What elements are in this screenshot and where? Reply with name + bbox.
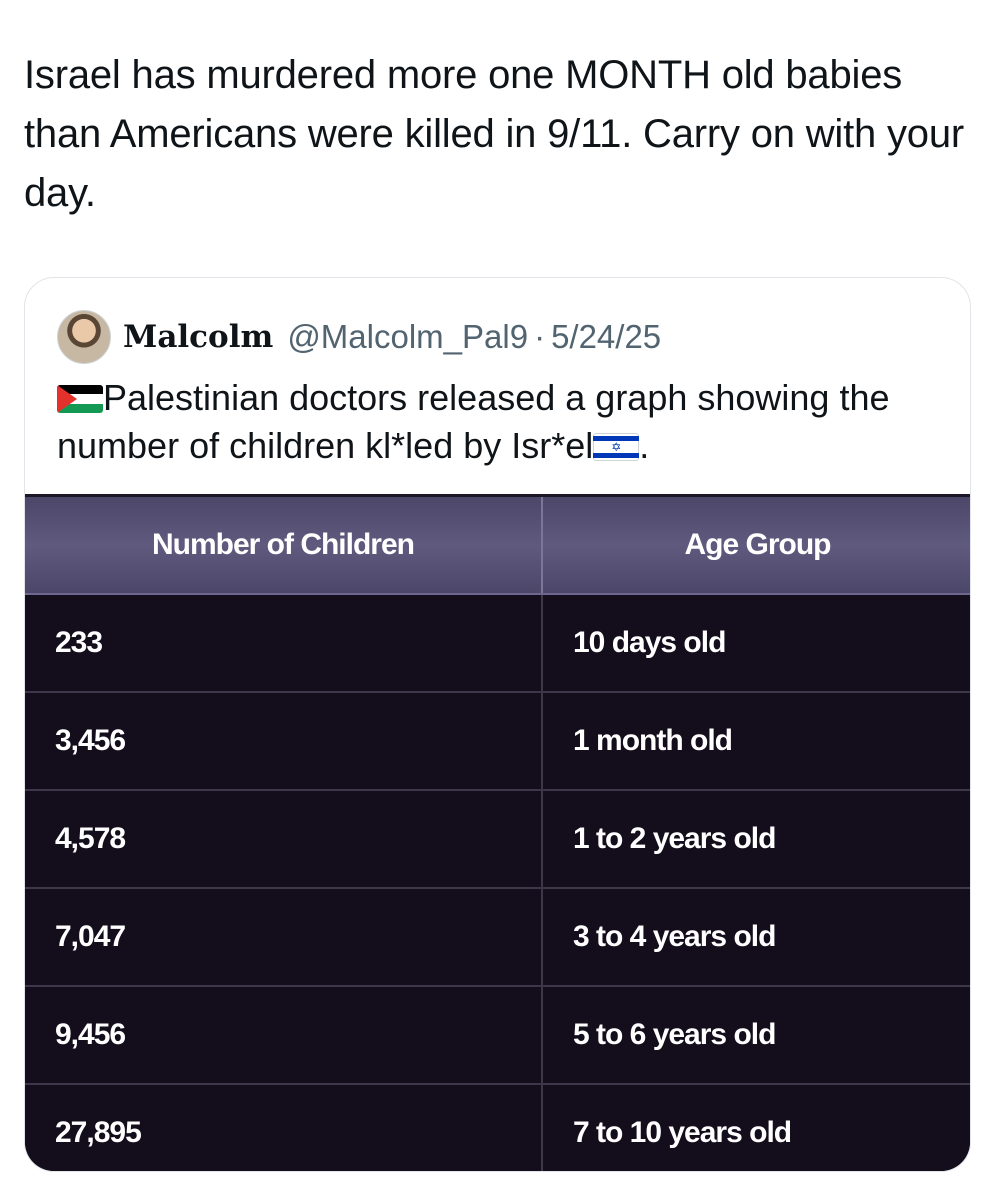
table-header-row: Number of Children Age Group: [25, 497, 970, 595]
quoted-tweet-body: Palestinian doctors released a graph sho…: [57, 374, 947, 470]
cell-age-group: 3 to 4 years old: [542, 888, 970, 987]
cell-age-group: 5 to 6 years old: [542, 986, 970, 1085]
quoted-tweet-text: Palestinian doctors released a graph sho…: [57, 377, 890, 466]
post-date[interactable]: 5/24/25: [551, 318, 662, 355]
quoted-tweet-card[interactable]: Malcolm @Malcolm_Pal9 · 5/24/25 Palestin…: [24, 277, 971, 1172]
quoted-tweet-period: .: [639, 425, 650, 466]
children-table: Number of Children Age Group 233 10 days…: [25, 497, 970, 1171]
table-row: 7,047 3 to 4 years old: [25, 888, 970, 987]
cell-age-group: 1 month old: [542, 692, 970, 791]
table-row: 9,456 5 to 6 years old: [25, 986, 970, 1085]
cell-age-group: 1 to 2 years old: [542, 790, 970, 889]
avatar[interactable]: [57, 310, 111, 364]
cell-number: 233: [25, 594, 543, 693]
cell-number: 3,456: [25, 692, 543, 791]
table-row: 27,895 7 to 10 years old: [25, 1084, 970, 1171]
tweet-text: Israel has murdered more one MONTH old b…: [24, 53, 965, 215]
cell-number: 27,895: [25, 1084, 543, 1171]
header-number-of-children: Number of Children: [25, 497, 543, 595]
cell-number: 7,047: [25, 888, 543, 987]
israel-flag-icon: ✡: [593, 433, 640, 461]
children-table-image[interactable]: Number of Children Age Group 233 10 days…: [25, 494, 970, 1171]
author-handle[interactable]: @Malcolm_Pal9: [287, 318, 529, 355]
table-row: 233 10 days old: [25, 594, 970, 693]
quoted-tweet-header: Malcolm @Malcolm_Pal9 · 5/24/25: [57, 310, 661, 364]
table-row: 3,456 1 month old: [25, 692, 970, 791]
separator-dot: ·: [534, 318, 546, 355]
cell-age-group: 7 to 10 years old: [542, 1084, 970, 1171]
author-name[interactable]: Malcolm: [123, 319, 274, 355]
cell-age-group: 10 days old: [542, 594, 970, 693]
palestine-flag-icon: [57, 385, 103, 413]
table-row: 4,578 1 to 2 years old: [25, 790, 970, 889]
header-age-group: Age Group: [542, 497, 970, 595]
cell-number: 9,456: [25, 986, 543, 1085]
cell-number: 4,578: [25, 790, 543, 889]
